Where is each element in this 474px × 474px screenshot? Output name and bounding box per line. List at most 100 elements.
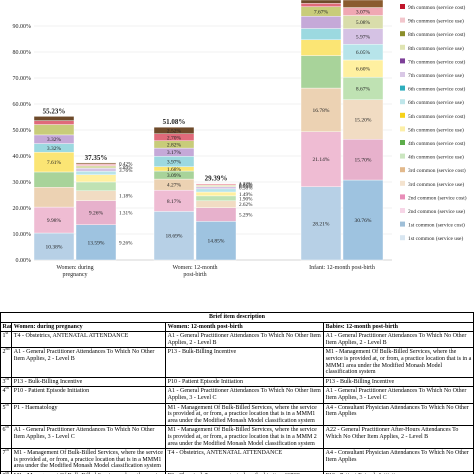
segment-label: 9.26%: [89, 211, 104, 217]
table-row: 5th P1 - Haematology M1 - Management Of Bu…: [0, 402, 474, 427]
legend-label: 4th common (service cost): [408, 140, 466, 147]
segment-label: 21.14%: [313, 157, 330, 163]
y-tick-label: 30.00%: [13, 180, 32, 186]
y-tick-label: 10.00%: [13, 232, 32, 238]
rank-cell: 8th: [0, 470, 13, 474]
y-tick-label: 80.00%: [13, 50, 32, 56]
table-header-row: Rank Women: during pregnancy Women: 12-m…: [0, 321, 474, 333]
y-tick-label: 90.00%: [13, 24, 32, 30]
group-label: Women: 12-month: [172, 265, 217, 271]
legend-swatch: [400, 17, 405, 23]
legend-label: 5th common (service use): [408, 126, 464, 133]
legend-swatch: [400, 44, 405, 50]
segment-label: 2.52%: [167, 128, 182, 134]
table-cell: A1 - General Practitioner Attendances To…: [11, 347, 167, 378]
bar-segment: [75, 165, 117, 169]
rank-number: 3: [2, 378, 6, 385]
legend-swatch: [400, 221, 405, 227]
segment-label: 6.05%: [356, 50, 371, 56]
legend-swatch: [400, 153, 405, 159]
segment-side-label: 5.89%: [119, 165, 133, 171]
segment-label: 15.70%: [355, 158, 372, 164]
legend-swatch: [400, 31, 405, 37]
rank-suffix: th: [5, 471, 9, 474]
rank-number: 2: [2, 349, 6, 356]
table-row: 2nd A1 - General Practitioner Attendances…: [0, 347, 474, 378]
segment-side-label: 0.58%: [239, 186, 253, 192]
legend-swatch: [400, 235, 405, 241]
segment-label: 10.38%: [46, 245, 63, 251]
legend-label: 6th common (service use): [408, 99, 464, 106]
segment-label: 3.17%: [167, 150, 182, 156]
bar-segment: [75, 171, 117, 175]
bar-segment: [300, 0, 342, 4]
segment-label: 3.09%: [167, 173, 182, 179]
table-body: 1st T4 - Obstetrics, ANTENATAL ATTENDANCE…: [0, 331, 474, 474]
bar-segment: [300, 55, 342, 89]
table-cell: M1 - Management Of Bulk-Billed Services,…: [165, 425, 325, 450]
rank-suffix: nd: [5, 347, 10, 352]
bar-segment: [300, 87, 342, 132]
legend-swatch: [400, 112, 405, 118]
bar-total-label: 55.23%: [43, 107, 66, 115]
legend-label: 7th common (service use): [408, 72, 464, 79]
bar-segment: [153, 126, 195, 134]
legend-swatch: [400, 167, 405, 173]
rank-cell: 1st: [0, 331, 13, 349]
bar-segment: [195, 184, 237, 187]
bar-segment: [195, 195, 237, 202]
segment-label: 4.27%: [167, 183, 182, 189]
segment-label: 30.76%: [355, 218, 372, 224]
bar-segment: [300, 3, 342, 7]
rank-suffix: th: [5, 448, 9, 453]
header-women-post-birth: Women: 12-month post-birth: [165, 321, 325, 333]
table-cell: P13 - Bulk-Billing Incentive: [165, 347, 325, 378]
segment-label: 28.21%: [313, 221, 330, 227]
bar-segment: [75, 168, 117, 172]
segment-side-label: 1.18%: [119, 194, 133, 200]
table-cell: A1 - General Practitioner Attendances To…: [323, 331, 474, 349]
table-cell: T4 - Obstetrics, ANTENATAL ATTENDANCE: [11, 331, 167, 349]
legend-label: 9th common (service use): [408, 18, 464, 25]
segment-label: 2.82%: [167, 142, 182, 148]
table-cell: P13 - Bulk-Billing Incentive: [323, 376, 474, 388]
rank-cell: 4th: [0, 386, 13, 404]
table-cell: T4 - Obstetrics, ANTENATAL ATTENDANCE: [165, 448, 325, 472]
segment-label: 3.07%: [356, 10, 371, 16]
rank-cell: 2nd: [0, 347, 13, 378]
rank-cell: 7th: [0, 448, 13, 472]
bar-segment: [342, 179, 384, 261]
y-tick-label: 50.00%: [13, 128, 32, 134]
bar-segment: [75, 162, 117, 165]
segment-label: 7.61%: [47, 160, 62, 166]
bar-segment: [342, 99, 384, 140]
legend-label: 9th common (service cost): [408, 4, 466, 11]
segment-label: 18.69%: [166, 234, 183, 240]
segment-side-label: 1.90%: [239, 196, 253, 202]
table-cell: M1 - Management Of Bulk-Billed Services,…: [165, 402, 325, 427]
bar-segment: [75, 200, 117, 225]
y-tick-label: 0.00%: [16, 258, 32, 264]
legend-label: 2nd common (service cost): [408, 194, 467, 201]
y-tick-label: 60.00%: [13, 102, 32, 108]
segment-side-label: 2.62%: [239, 202, 253, 208]
legend-label: 4th common (service use): [408, 154, 464, 161]
table-row: 7th M1 - Management Of Bulk-Billed Servic…: [0, 448, 474, 472]
bar-segment: [75, 163, 117, 166]
bar-segment: [33, 116, 75, 121]
legend-swatch: [400, 126, 405, 132]
bar-segment: [33, 187, 75, 208]
bar-segment: [342, 0, 384, 8]
rank-number: 6: [2, 427, 6, 434]
bar-segment: [300, 15, 342, 29]
segment-label: 7.67%: [314, 9, 329, 15]
rank-suffix: rd: [5, 377, 9, 381]
table-cell: A1 - General Practitioner Attendances To…: [11, 425, 167, 450]
table-title: Brief item description: [0, 312, 474, 323]
rank-cell: 5th: [0, 402, 13, 427]
stacked-bar-chart: 0.00% 10.00% 20.00% 30.00% 40.00% 50.00% 60.00…: [13, 0, 467, 278]
table-cell: M1 - Management Of Bulk-Billed Services,…: [11, 448, 167, 472]
bar-segment: [75, 224, 117, 261]
segment-label: 8.17%: [167, 199, 182, 205]
segment-side-label: 0.55%: [239, 184, 253, 190]
